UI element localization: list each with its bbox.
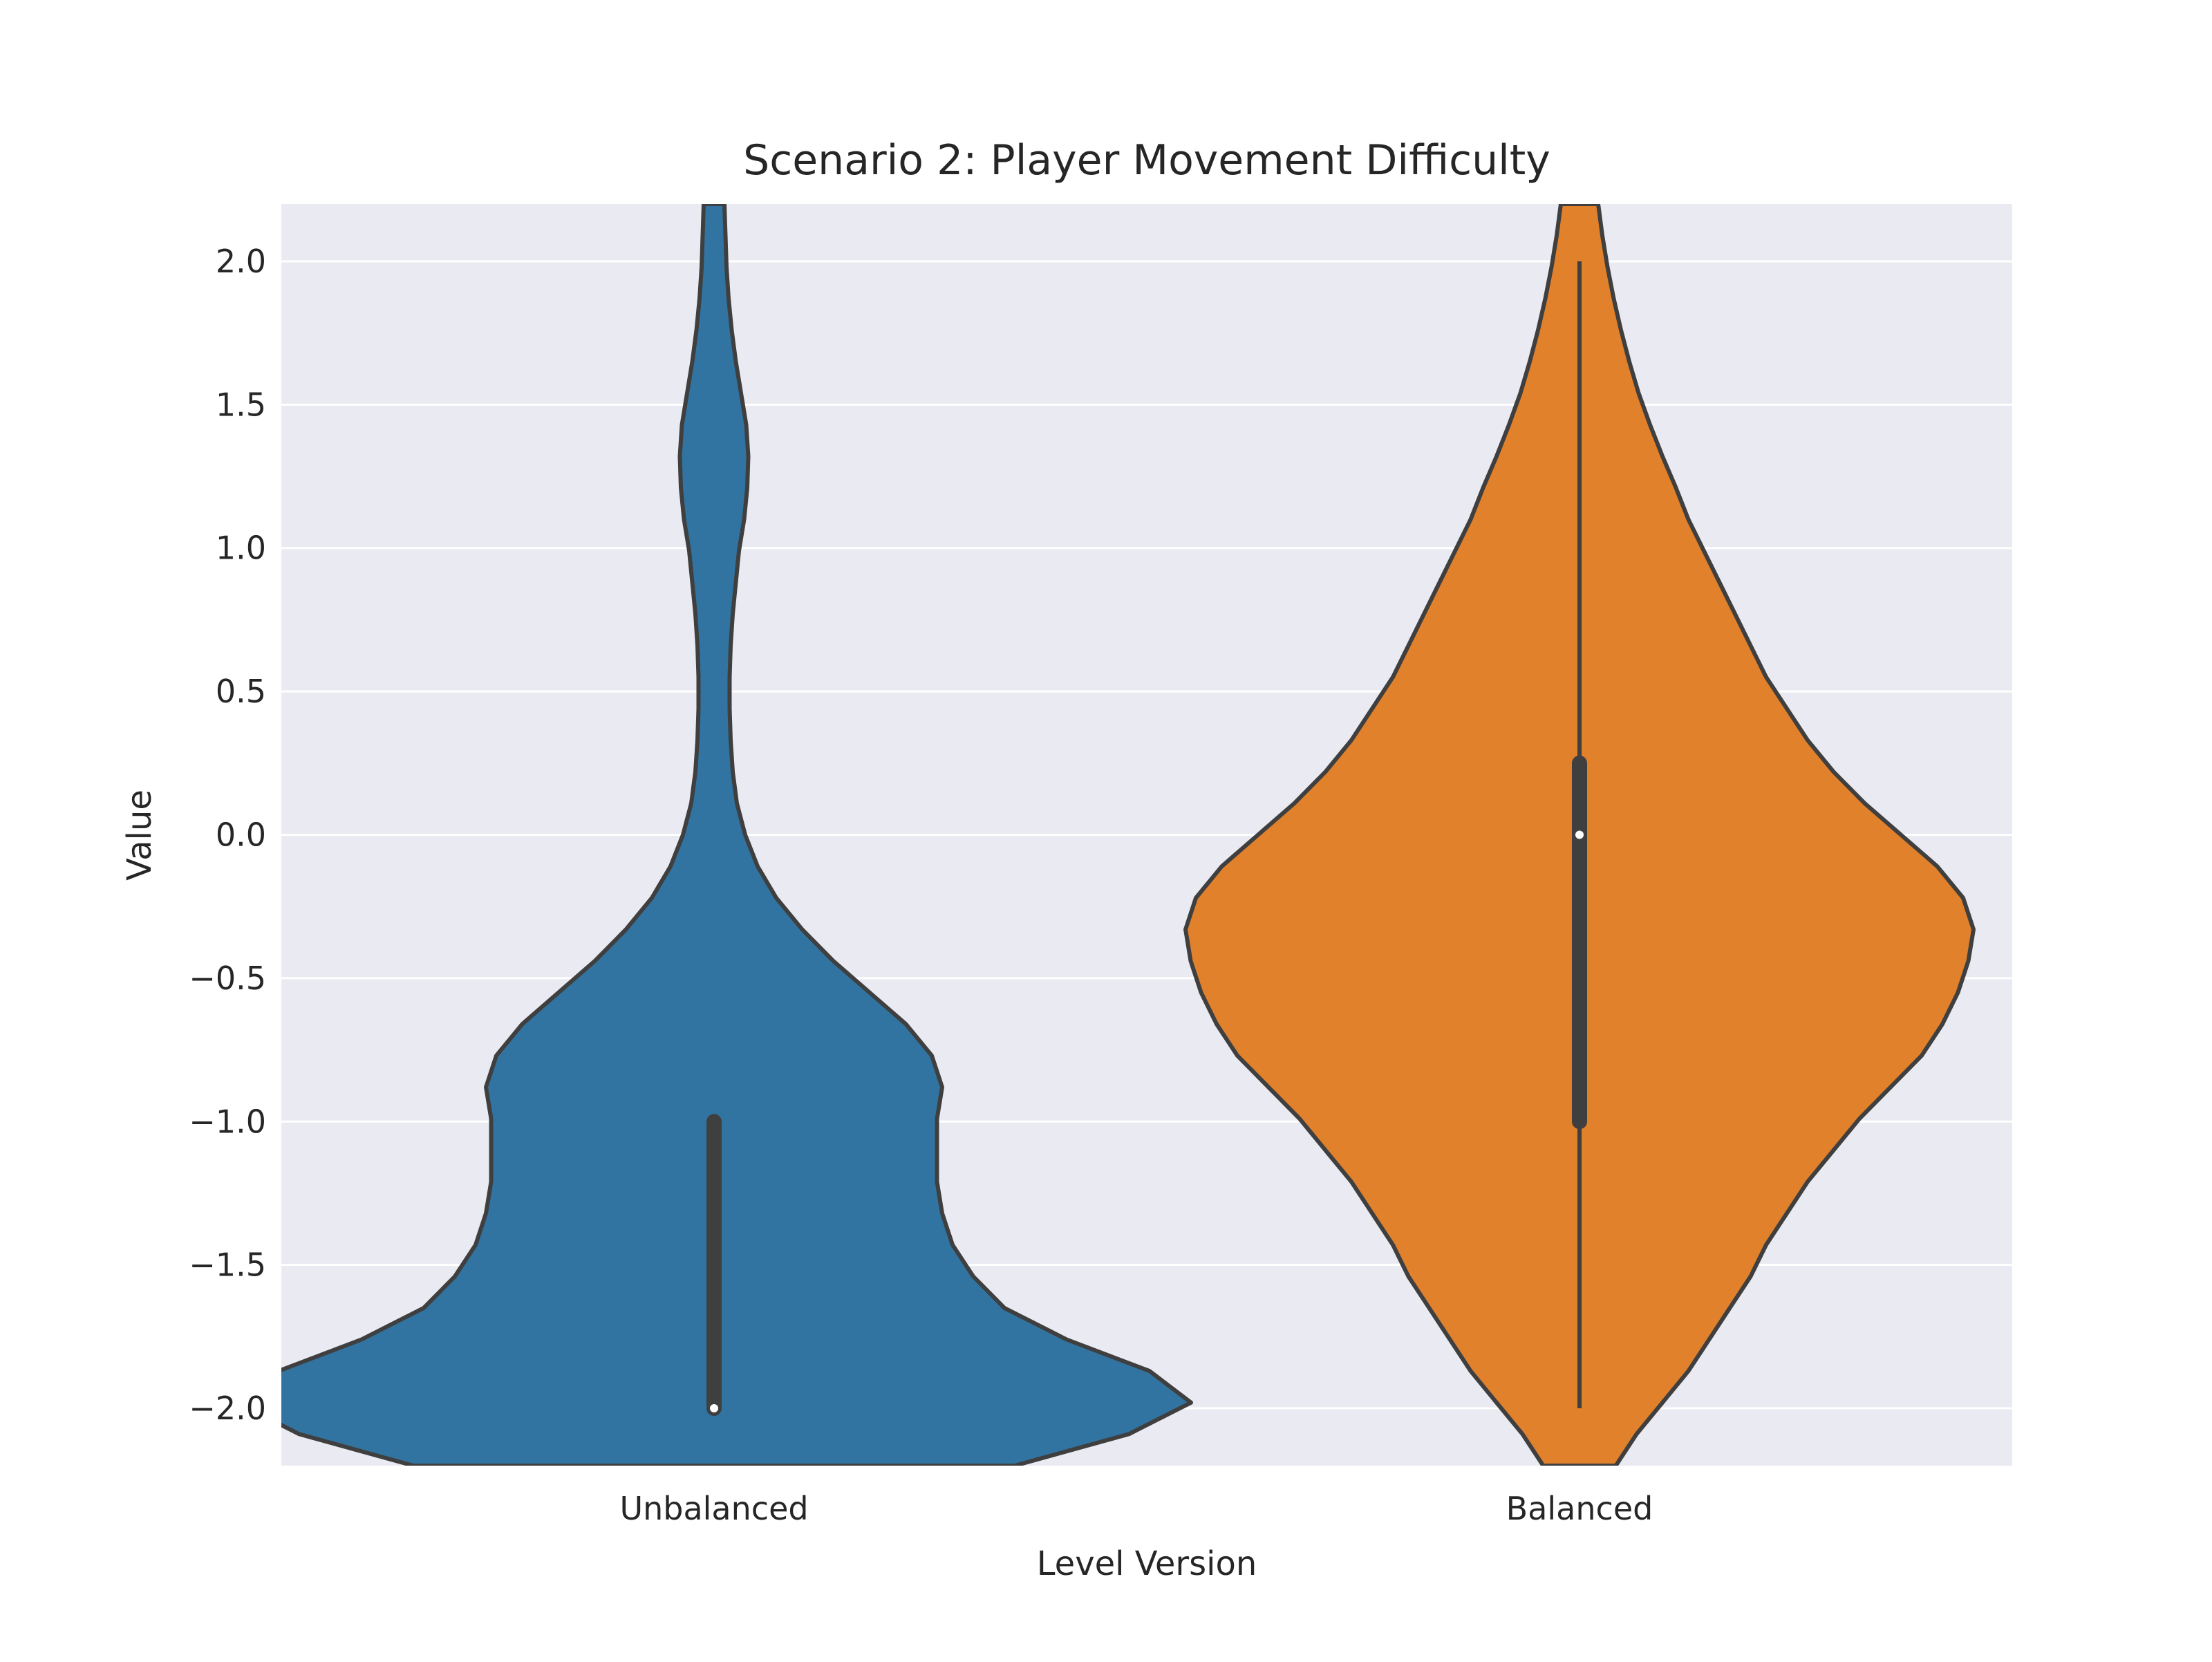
violin-median-marker <box>710 1404 718 1413</box>
x-tick-label: Unbalanced <box>619 1490 808 1527</box>
y-tick-label: 1.0 <box>216 530 266 567</box>
y-tick-label: −2.0 <box>189 1390 266 1427</box>
y-tick-label: 0.0 <box>216 816 266 854</box>
y-axis-label: Value <box>120 790 159 881</box>
y-tick-label: −0.5 <box>189 960 266 997</box>
chart-title: Scenario 2: Player Movement Difficulty <box>743 136 1550 185</box>
x-axis-label: Level Version <box>1037 1544 1257 1583</box>
x-tick-label: Balanced <box>1506 1490 1653 1527</box>
violins <box>281 204 1976 1466</box>
violin-body <box>281 204 1193 1466</box>
y-tick-label: 0.5 <box>216 673 266 710</box>
violin-median-marker <box>1575 830 1584 839</box>
y-tick-label: 1.5 <box>216 386 266 423</box>
y-tick-label: 2.0 <box>216 243 266 280</box>
x-tick-labels: Unbalanced Balanced <box>619 1490 1653 1527</box>
y-tick-label: −1.5 <box>189 1246 266 1284</box>
y-tick-labels: 2.0 1.5 1.0 0.5 0.0 −0.5 −1.0 −1.5 −2.0 <box>189 243 266 1427</box>
y-tick-label: −1.0 <box>189 1103 266 1140</box>
